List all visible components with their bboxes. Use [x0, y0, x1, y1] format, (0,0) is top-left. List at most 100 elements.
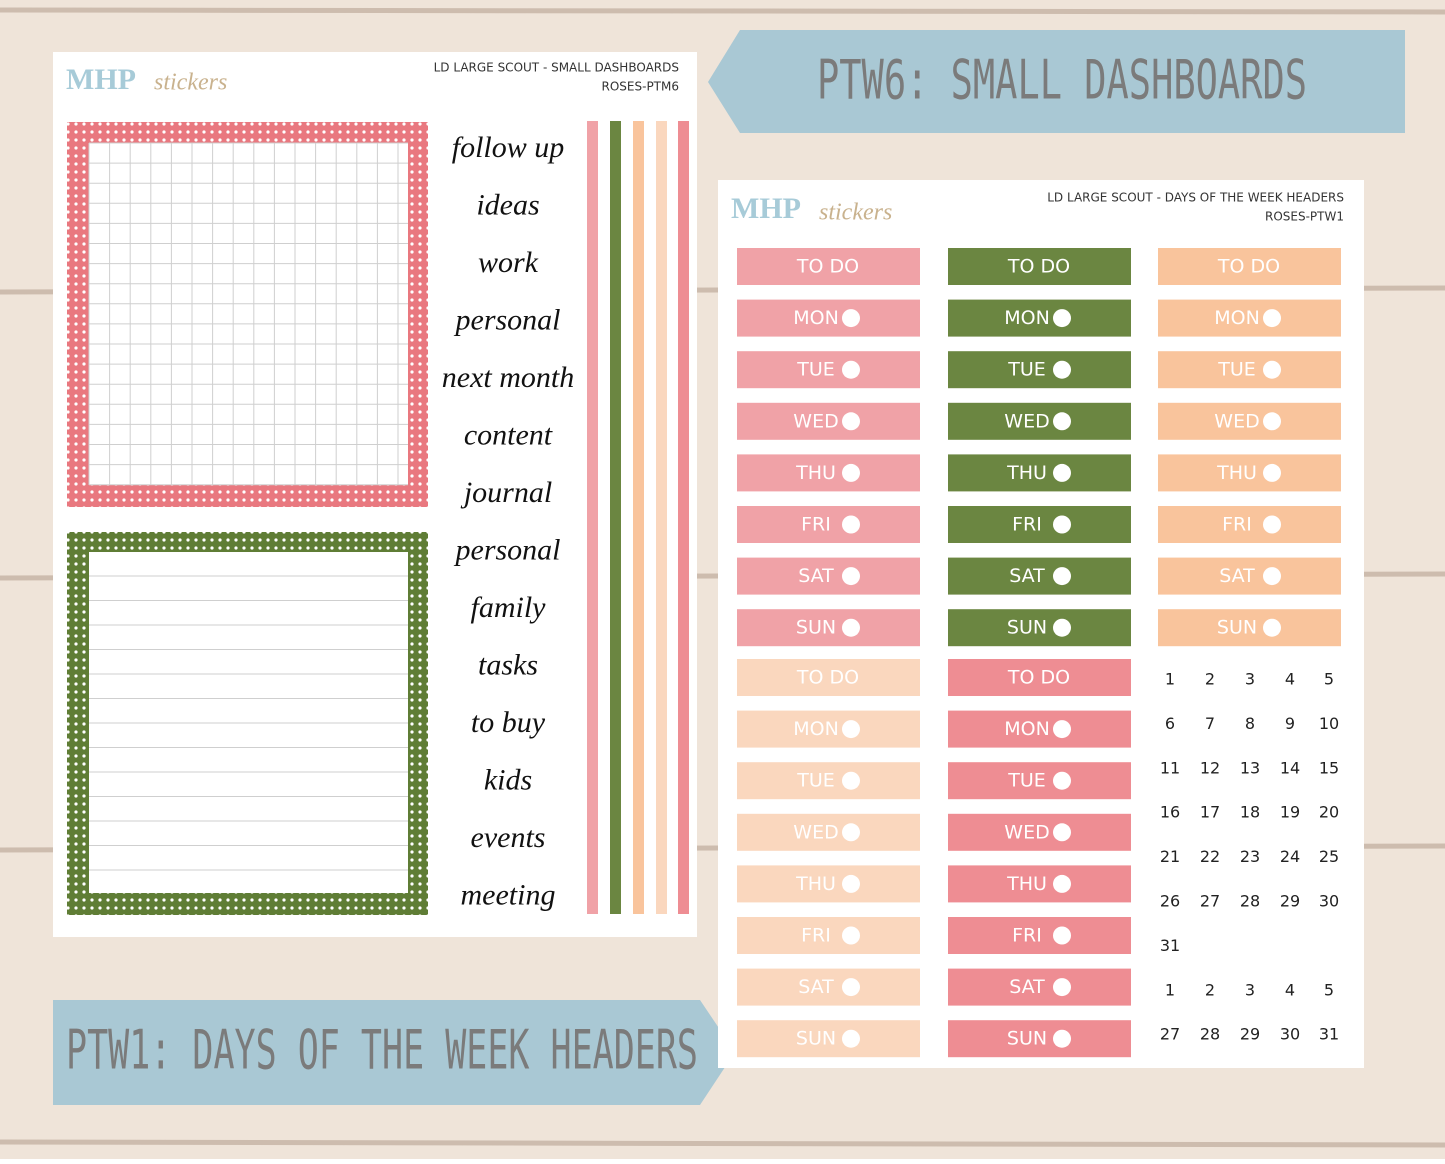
day-dot — [842, 823, 860, 842]
date-number: 13 — [1240, 758, 1260, 777]
day-header — [737, 351, 920, 389]
day-dot — [1263, 309, 1281, 328]
day-header — [737, 557, 920, 595]
day-label: FRI — [1222, 514, 1252, 536]
day-header — [737, 506, 920, 543]
word-sticker: ideas — [476, 188, 539, 221]
day-header — [948, 506, 1131, 543]
day-header — [737, 454, 920, 492]
day-label: MON — [793, 307, 839, 329]
sheet-title: LD LARGE SCOUT - DAYS OF THE WEEK HEADER… — [1047, 191, 1344, 205]
day-header — [737, 968, 920, 1006]
word-sticker: family — [471, 591, 547, 624]
day-label: THU — [1216, 462, 1257, 484]
date-number: 2 — [1205, 670, 1215, 689]
date-number: 3 — [1245, 670, 1255, 689]
day-dot — [842, 515, 860, 534]
day-header — [948, 454, 1131, 492]
date-number: 12 — [1200, 758, 1220, 777]
date-number: 2 — [1205, 980, 1215, 999]
day-label: FRI — [1012, 925, 1042, 947]
word-sticker: meeting — [461, 878, 556, 911]
day-label: SUN — [796, 617, 836, 639]
day-label: SAT — [798, 976, 834, 998]
word-sticker: content — [464, 418, 553, 451]
day-dot — [1053, 823, 1071, 842]
logo: stickers — [154, 70, 227, 96]
day-header — [948, 299, 1131, 337]
date-number: 1 — [1165, 980, 1175, 999]
day-label: SUN — [1217, 617, 1257, 639]
date-number: 17 — [1200, 803, 1220, 822]
day-label: FRI — [801, 925, 831, 947]
day-header — [1158, 248, 1341, 285]
day-label: SAT — [1009, 976, 1045, 998]
date-number: 28 — [1240, 892, 1260, 911]
day-header — [1158, 351, 1341, 389]
day-header — [737, 1020, 920, 1058]
day-header — [948, 1020, 1131, 1058]
day-label: TO DO — [1007, 667, 1070, 689]
day-dot — [1053, 618, 1071, 637]
banner-bottom-shape — [53, 1000, 735, 1105]
day-label: MON — [793, 718, 839, 740]
day-label: TUE — [1007, 770, 1046, 792]
day-label: SUN — [1007, 1028, 1047, 1050]
day-header — [948, 351, 1131, 389]
word-sticker: to buy — [471, 706, 546, 739]
date-number: 11 — [1160, 758, 1180, 777]
day-label: THU — [1006, 873, 1047, 895]
date-number: 31 — [1319, 1025, 1339, 1044]
day-dot — [842, 463, 860, 482]
day-dot — [842, 771, 860, 790]
day-label: MON — [1214, 307, 1260, 329]
date-number: 22 — [1200, 847, 1220, 866]
day-dot — [1053, 515, 1071, 534]
day-header — [948, 557, 1131, 595]
date-number: 5 — [1324, 980, 1334, 999]
day-dot — [842, 1029, 860, 1048]
day-dot — [842, 926, 860, 945]
day-label: TO DO — [1217, 256, 1280, 278]
word-sticker: next month — [442, 361, 574, 394]
day-label: SAT — [1009, 565, 1045, 587]
sheet-code: ROSES-PTM6 — [602, 80, 679, 94]
day-header — [1158, 402, 1341, 440]
day-header — [948, 968, 1131, 1006]
day-header — [948, 609, 1131, 647]
day-dot — [842, 978, 860, 997]
day-header — [948, 248, 1131, 285]
day-dot — [842, 874, 860, 893]
date-number: 29 — [1240, 1025, 1260, 1044]
date-number: 20 — [1319, 803, 1339, 822]
word-sticker: events — [471, 821, 546, 854]
banner-bottom: PTW1: DAYS OF THE WEEK HEADERS — [66, 1019, 698, 1082]
day-dot — [1263, 618, 1281, 637]
day-header — [1158, 454, 1341, 492]
date-number: 21 — [1160, 847, 1180, 866]
day-label: TO DO — [1007, 256, 1070, 278]
date-number: 19 — [1280, 803, 1300, 822]
day-label: MON — [1004, 718, 1050, 740]
day-dot — [842, 720, 860, 739]
date-number: 28 — [1200, 1025, 1220, 1044]
day-label: SUN — [1007, 617, 1047, 639]
date-number: 23 — [1240, 847, 1260, 866]
day-dot — [842, 567, 860, 586]
day-header — [1158, 557, 1341, 595]
day-header — [737, 710, 920, 748]
day-header — [1158, 299, 1341, 337]
day-dot — [1053, 463, 1071, 482]
day-dot — [842, 309, 860, 328]
word-sticker: tasks — [478, 648, 538, 681]
day-dot — [1263, 515, 1281, 534]
day-label: TO DO — [796, 256, 859, 278]
date-number: 7 — [1205, 714, 1215, 733]
day-header — [737, 917, 920, 954]
day-header — [737, 659, 920, 696]
date-number: 10 — [1319, 714, 1339, 733]
day-header — [948, 659, 1131, 696]
grid-lines — [88, 142, 408, 871]
day-label: FRI — [1012, 514, 1042, 536]
day-label: MON — [1004, 307, 1050, 329]
